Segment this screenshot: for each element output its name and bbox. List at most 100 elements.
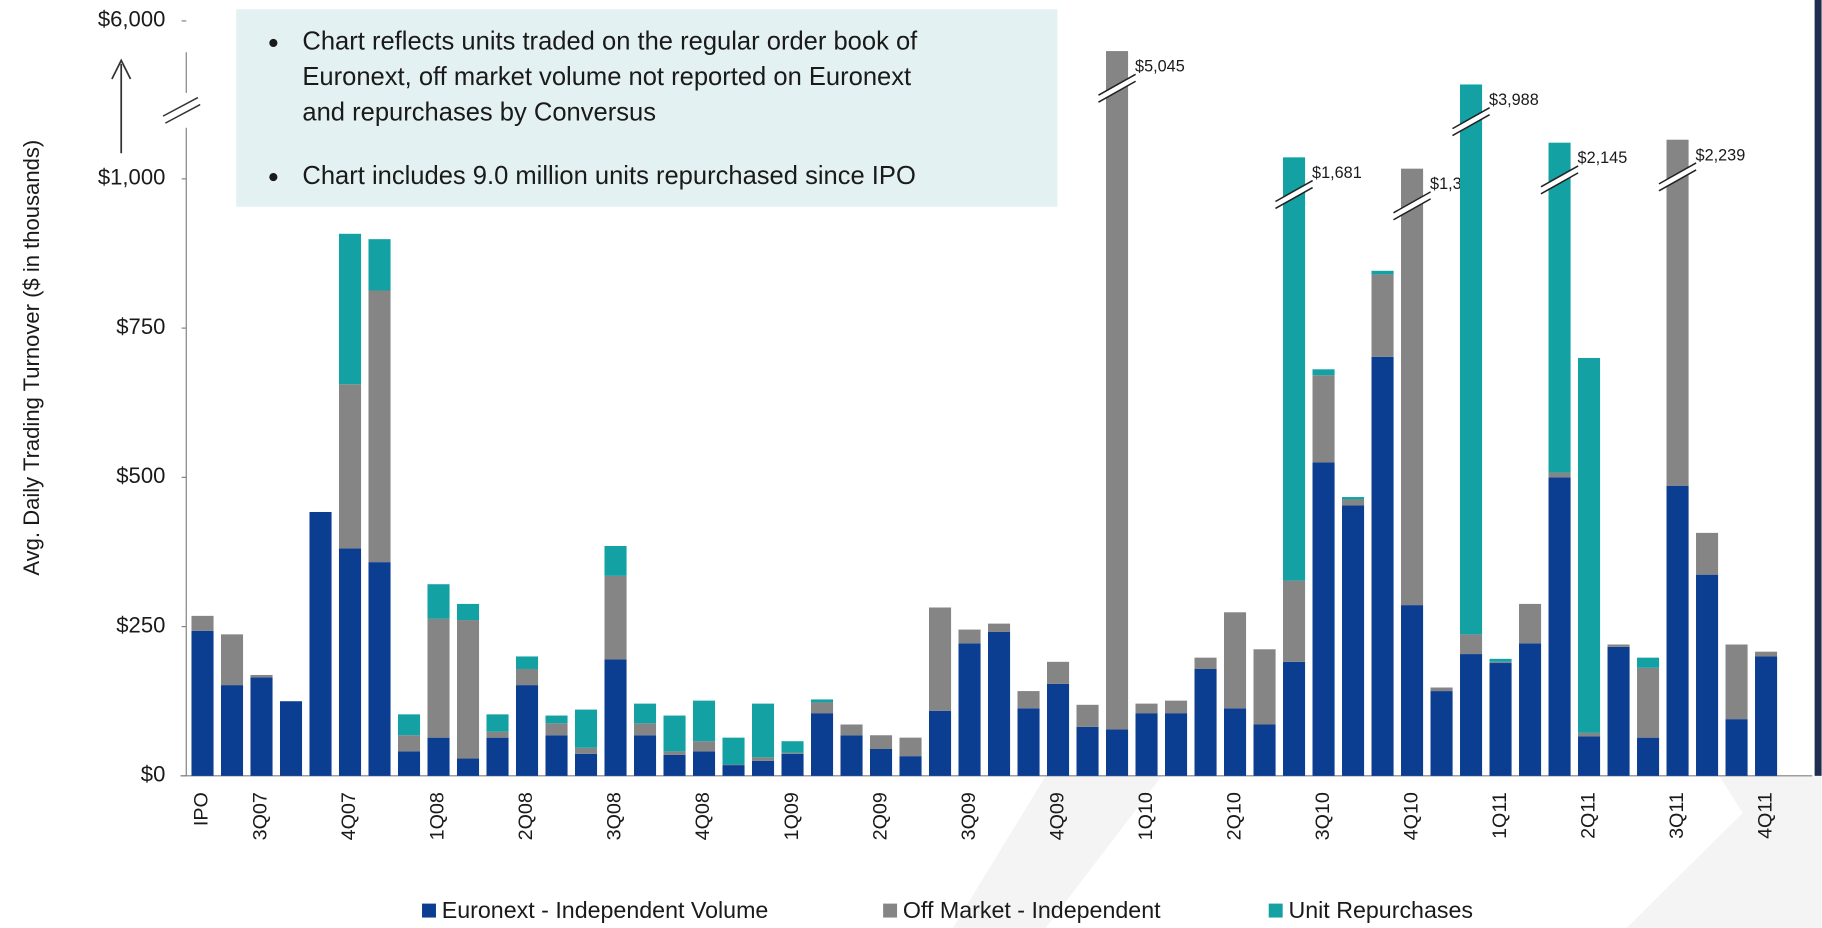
edge-bar bbox=[1814, 0, 1822, 776]
bar-segment bbox=[338, 384, 362, 549]
break-line bbox=[1658, 162, 1697, 185]
bar-segment bbox=[191, 615, 214, 631]
bar-segment bbox=[1194, 657, 1217, 669]
legend-label: Euronext - Independent Volume bbox=[442, 897, 769, 923]
bar-segment bbox=[1283, 580, 1306, 662]
x-tick-label: 1Q09 bbox=[781, 792, 803, 840]
total-label: $1,681 bbox=[1312, 164, 1362, 182]
axis-arrow-head bbox=[111, 58, 132, 80]
break-mark bbox=[1452, 107, 1490, 136]
x-tick-label: 3Q07 bbox=[250, 792, 272, 840]
bar-segment bbox=[368, 239, 391, 291]
total-label: $2,239 bbox=[1696, 146, 1746, 164]
bar-segment bbox=[1430, 687, 1453, 692]
axis-break-gap bbox=[163, 92, 210, 128]
bar-segment bbox=[1106, 51, 1129, 730]
bar-segment bbox=[1312, 369, 1335, 376]
bar-segment bbox=[1371, 270, 1394, 275]
bar-segment bbox=[1224, 612, 1247, 709]
bar-segment bbox=[1489, 663, 1512, 776]
bar-segment bbox=[1637, 657, 1660, 668]
x-tick-label: 3Q09 bbox=[958, 792, 980, 840]
bar-segment bbox=[751, 703, 775, 758]
y-tick-label: $750 bbox=[116, 314, 165, 339]
bar-segment bbox=[338, 233, 362, 385]
x-tick-label: 4Q10 bbox=[1400, 792, 1422, 840]
bar-segment bbox=[1253, 724, 1276, 776]
bar-segment bbox=[456, 758, 480, 776]
bar-segment bbox=[1342, 505, 1365, 776]
bar-segment bbox=[1460, 634, 1483, 655]
bar-segment bbox=[1371, 274, 1394, 357]
axis-break-mark bbox=[164, 103, 201, 124]
bar-segment bbox=[1165, 713, 1188, 776]
bar-segment bbox=[1017, 708, 1040, 776]
break-line bbox=[1275, 179, 1314, 203]
x-tick-label: 2Q09 bbox=[869, 792, 891, 840]
bar-segment bbox=[633, 735, 657, 776]
bar-segment bbox=[1194, 668, 1217, 776]
bar-segment bbox=[1135, 713, 1158, 776]
bar-segment bbox=[279, 701, 303, 776]
bar-segment bbox=[545, 715, 568, 724]
bar-segment bbox=[574, 747, 598, 754]
bar-segment bbox=[574, 753, 598, 776]
background-shape bbox=[1626, 775, 1822, 928]
break-line bbox=[1452, 114, 1491, 137]
bar-segment bbox=[1696, 574, 1719, 776]
y-tick-label: $6,000 bbox=[98, 7, 165, 32]
bar-segment bbox=[574, 709, 598, 748]
y-tick-label: $0 bbox=[141, 762, 166, 787]
bar-segment bbox=[368, 290, 391, 563]
bar-segment bbox=[633, 723, 657, 736]
x-tick-label: IPO bbox=[191, 792, 213, 826]
bar-segment bbox=[1135, 703, 1158, 714]
bullet bbox=[269, 173, 278, 182]
bar-segment bbox=[663, 751, 686, 755]
x-tick-label: 2Q08 bbox=[515, 792, 537, 840]
bar-segment bbox=[1666, 139, 1689, 486]
x-tick-label: 3Q08 bbox=[604, 792, 626, 840]
bar-segment bbox=[1106, 729, 1129, 776]
bar-segment bbox=[191, 630, 214, 776]
break-line bbox=[1275, 186, 1314, 210]
bar-segment bbox=[840, 735, 863, 776]
bar-segment bbox=[545, 723, 568, 736]
bar-segment bbox=[663, 754, 686, 776]
bar-segment bbox=[1489, 661, 1512, 664]
bar-segment bbox=[1253, 649, 1276, 725]
bar-segment bbox=[456, 620, 480, 759]
axis-break-mark bbox=[162, 96, 199, 117]
bar-segment bbox=[427, 618, 450, 738]
x-tick-label: 4Q07 bbox=[338, 792, 360, 840]
break-mark bbox=[1540, 165, 1579, 194]
bar-segment bbox=[692, 700, 716, 742]
bar-segment bbox=[1283, 661, 1306, 776]
bar-segment bbox=[1725, 719, 1748, 776]
bars: $5,045$1,681$1,323$3,988$2,145 $2,239 bbox=[191, 51, 1778, 776]
total-label: $3,988 bbox=[1489, 91, 1539, 109]
bar-segment bbox=[958, 643, 981, 776]
bar-segment bbox=[751, 760, 775, 776]
bar-segment bbox=[1342, 497, 1365, 500]
legend-swatch bbox=[883, 903, 898, 918]
bullet bbox=[269, 38, 278, 48]
note-text: Euronext, off market volume not reported… bbox=[302, 63, 911, 91]
bar-segment bbox=[1401, 168, 1424, 606]
bar-segment bbox=[456, 603, 480, 621]
bar-segment bbox=[397, 714, 421, 736]
bar-segment bbox=[840, 724, 863, 736]
bar-segment bbox=[220, 685, 244, 776]
x-tick-label: 4Q08 bbox=[692, 792, 714, 840]
bar-segment bbox=[427, 584, 450, 619]
total-label: $5,045 bbox=[1135, 58, 1185, 76]
bar-segment bbox=[929, 710, 952, 776]
x-tick-label: 2Q11 bbox=[1577, 792, 1599, 839]
bar-segment bbox=[515, 685, 539, 776]
break-line bbox=[1452, 107, 1491, 130]
bar-segment bbox=[1755, 651, 1778, 657]
bar-segment bbox=[604, 575, 627, 660]
legend-swatch bbox=[422, 903, 436, 918]
bar-segment bbox=[1578, 357, 1601, 733]
